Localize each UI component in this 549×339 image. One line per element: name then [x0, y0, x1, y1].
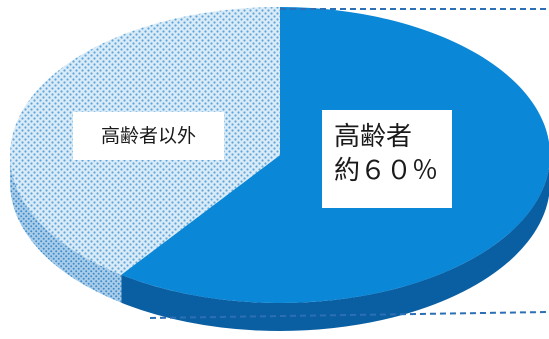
callout-dash-line-bottom	[149, 311, 549, 319]
pie-side-other	[9, 155, 122, 303]
slice-label-elderly-name: 高齢者	[334, 122, 413, 152]
slice-label-other: 高齢者以外	[73, 112, 224, 160]
slice-label-elderly-value: 約６０％	[334, 156, 439, 186]
pie-side-elderly	[121, 167, 549, 331]
slice-label-elderly: 高齢者 約６０％	[322, 110, 452, 208]
